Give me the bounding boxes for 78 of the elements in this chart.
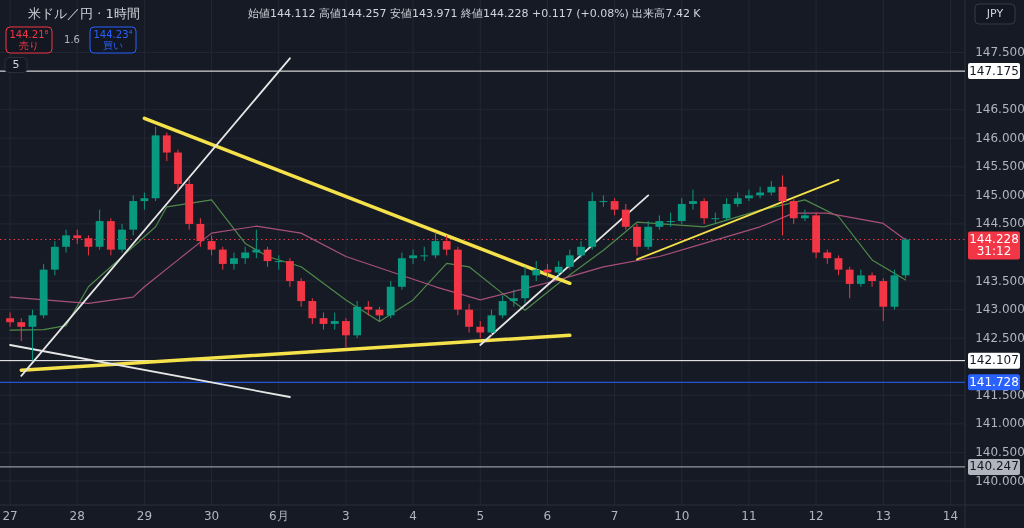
candlestick xyxy=(577,240,585,259)
candlestick xyxy=(409,249,418,265)
candlestick xyxy=(711,212,720,225)
y-tick-label: 144.500 xyxy=(975,216,1024,231)
candlestick xyxy=(856,269,865,288)
chart-title: 米ドル／円 · 1時間 xyxy=(28,5,140,21)
y-tick-label: 146.000 xyxy=(975,130,1024,145)
y-tick-label: 140.000 xyxy=(975,473,1024,488)
candlestick xyxy=(84,234,93,256)
candlestick xyxy=(62,229,70,253)
x-tick-label: 4 xyxy=(409,508,417,523)
y-tick-label: 146.500 xyxy=(975,102,1024,117)
x-tick-label: 30 xyxy=(203,508,220,523)
annotation: 144.21⁸ 売り xyxy=(9,28,49,51)
candlestick xyxy=(845,266,854,299)
y-tick-label: 143.500 xyxy=(975,273,1024,288)
ref-line-label: 144.228 31:12 xyxy=(969,231,1019,258)
y-tick-label: 141.000 xyxy=(975,416,1024,431)
candlestick xyxy=(644,220,653,251)
candlestick xyxy=(342,317,350,348)
candlestick xyxy=(286,257,294,288)
ref-line-label: 147.175 xyxy=(969,63,1019,78)
annotation: 1.6 xyxy=(64,34,80,45)
candlestick xyxy=(297,277,306,308)
x-tick-label: 11 xyxy=(741,508,757,523)
candlestick xyxy=(274,254,283,271)
y-tick-label: 145.000 xyxy=(975,187,1024,202)
candlestick xyxy=(420,246,429,262)
candlestick xyxy=(50,240,59,276)
candlestick xyxy=(621,203,630,231)
y-tick-label: 142.500 xyxy=(975,330,1024,345)
annotation: 始値144.112 高値144.257 安値143.971 終値144.228 +0.117 (+0.08%) 出来高7.42 K xyxy=(248,7,702,20)
y-tick-label: 143.000 xyxy=(975,302,1024,317)
x-tick-label: 29 xyxy=(136,508,153,523)
candlestick xyxy=(17,317,26,342)
candlestick xyxy=(700,197,709,225)
annotation: 5 xyxy=(12,58,20,71)
candlestick xyxy=(789,197,798,225)
x-tick-label: 6月 xyxy=(268,508,289,523)
candlestick xyxy=(162,132,171,162)
y-tick-label: 147.500 xyxy=(975,45,1024,60)
candlestick xyxy=(521,266,529,305)
x-tick-label: 28 xyxy=(69,508,85,523)
x-tick-label: 3 xyxy=(342,508,350,523)
candlestick xyxy=(498,294,507,319)
y-tick-label: 145.500 xyxy=(975,159,1024,174)
x-tick-label: 13 xyxy=(875,508,891,523)
candlestick xyxy=(689,189,697,211)
x-tick-label: 14 xyxy=(942,508,959,523)
line-series xyxy=(9,199,907,331)
candlestick xyxy=(801,209,809,222)
x-tick-label: 27 xyxy=(2,508,18,523)
candlestick xyxy=(6,311,14,328)
x-tick-label: 5 xyxy=(476,508,485,523)
candlestick xyxy=(28,309,37,361)
candlestick xyxy=(834,254,843,276)
y-tick-label: 141.500 xyxy=(975,387,1024,402)
x-tick-label: 6 xyxy=(543,508,552,523)
ref-line-label: 140.247 xyxy=(969,459,1019,474)
candlestick xyxy=(218,246,227,271)
y-tick-label: 140.500 xyxy=(975,444,1024,459)
text: JPY xyxy=(985,7,1004,20)
candlestick xyxy=(868,271,876,288)
candlestick xyxy=(308,297,317,325)
ref-line-label: 141.728 xyxy=(969,374,1019,389)
candlestick xyxy=(118,223,126,253)
x-tick-label: 12 xyxy=(808,508,824,523)
candlestick xyxy=(745,189,753,202)
candlestick xyxy=(677,197,686,225)
x-tick-label: 7 xyxy=(610,508,619,523)
annotation: 144.23⁴ 買い xyxy=(93,28,133,51)
ref-line-label: 142.107 xyxy=(969,353,1019,368)
candlestick xyxy=(230,252,238,271)
candlestick xyxy=(252,229,261,259)
candlestick xyxy=(599,194,608,208)
candlestick xyxy=(565,249,574,271)
candlestick xyxy=(465,303,473,333)
x-tick-label: 10 xyxy=(674,508,690,523)
